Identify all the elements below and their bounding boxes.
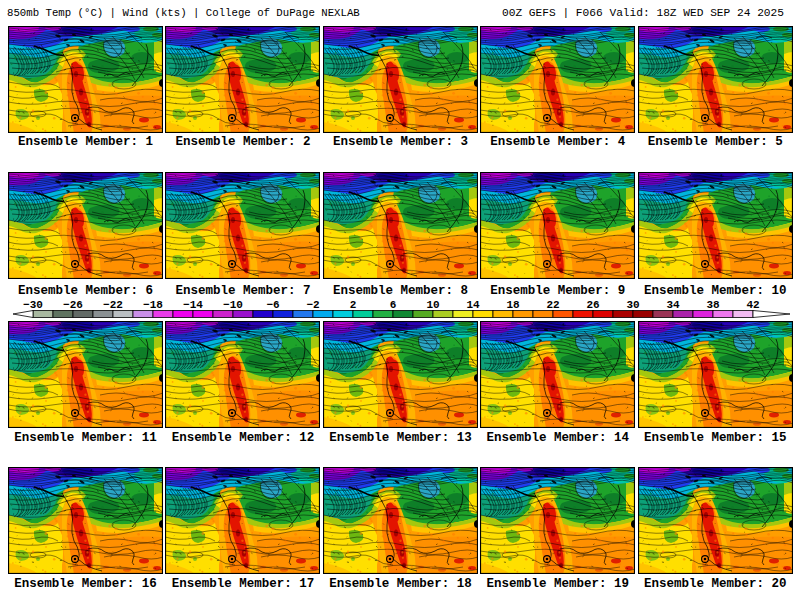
svg-text:−6: −6 [266, 299, 279, 311]
svg-text:10: 10 [426, 299, 439, 311]
svg-text:−30: −30 [23, 299, 43, 311]
svg-text:−10: −10 [223, 299, 243, 311]
svg-text:22: 22 [546, 299, 559, 311]
svg-text:−18: −18 [143, 299, 163, 311]
svg-text:−2: −2 [306, 299, 319, 311]
svg-text:38: 38 [706, 299, 720, 311]
svg-text:6: 6 [390, 299, 397, 311]
svg-text:26: 26 [586, 299, 599, 311]
svg-text:2: 2 [350, 299, 357, 311]
svg-text:−26: −26 [63, 299, 83, 311]
svg-text:−14: −14 [183, 299, 203, 311]
svg-text:30: 30 [626, 299, 639, 311]
svg-text:−22: −22 [103, 299, 123, 311]
svg-text:18: 18 [506, 299, 520, 311]
svg-text:34: 34 [666, 299, 680, 311]
svg-text:14: 14 [466, 299, 480, 311]
svg-text:42: 42 [746, 299, 759, 311]
